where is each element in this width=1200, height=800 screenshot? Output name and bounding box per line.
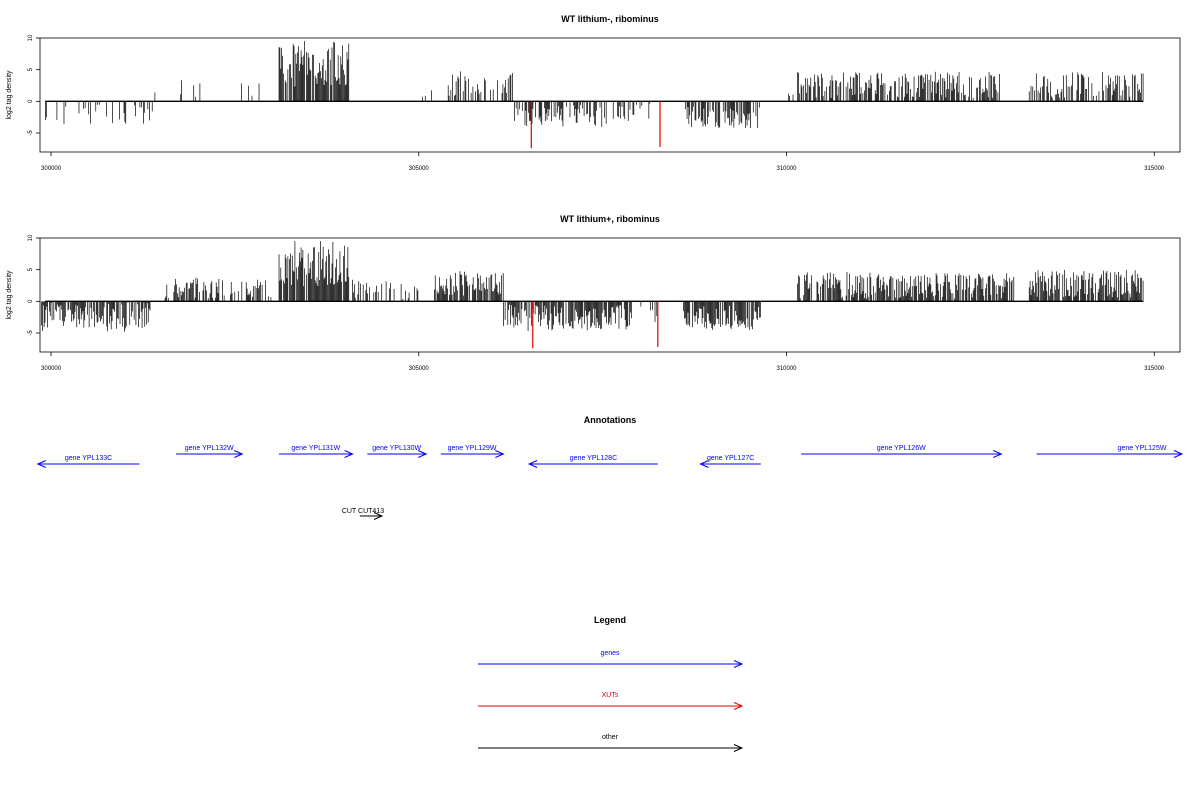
arrow-head — [36, 460, 46, 468]
annotation-arrow — [36, 460, 140, 468]
y-tick-label: 5 — [28, 267, 34, 271]
annotation-arrow — [1036, 450, 1184, 458]
y-tick-label: -5 — [28, 130, 34, 136]
signal-bars — [45, 41, 1144, 129]
annotation-label: gene YPL127C — [707, 455, 754, 462]
legend-entry-label: genes — [600, 650, 620, 657]
annotation-label: gene YPL125W — [1118, 445, 1167, 452]
y-axis-label: log2 tag density — [6, 270, 13, 320]
x-tick-label: 300000 — [41, 166, 62, 172]
arrow-head — [733, 660, 744, 668]
x-tick-label: 310000 — [777, 366, 798, 372]
legend-title: Legend — [594, 615, 626, 625]
x-tick-label: 315000 — [1144, 166, 1165, 172]
annotation-arrow — [279, 450, 354, 458]
arrow-head — [344, 450, 354, 458]
arrow-head — [373, 512, 384, 520]
y-axis-label: log2 tag density — [6, 70, 13, 120]
track-panel-lithium-plus: WT lithium+, ribominus log2 tag density -5… — [6, 214, 1181, 372]
x-tick-label: 315000 — [1144, 366, 1165, 372]
annotation-arrow — [699, 460, 761, 468]
arrow-head — [993, 450, 1003, 458]
y-tick-label: 10 — [28, 234, 34, 241]
arrow-head — [699, 460, 709, 468]
legend-entry-label: other — [602, 734, 619, 741]
legend-panel: Legend genes XUTs other — [478, 615, 744, 752]
legend-entry-label: XUTs — [602, 692, 619, 699]
arrow-head — [527, 460, 538, 468]
arrow-head — [733, 702, 744, 710]
arrow-head — [495, 450, 505, 458]
y-tick-label: 0 — [28, 299, 34, 303]
x-tick-label: 300000 — [41, 366, 62, 372]
y-tick-label: 5 — [28, 67, 34, 71]
annotation-arrow — [801, 450, 1003, 458]
chart-title: WT lithium-, ribominus — [561, 14, 659, 24]
annotation-label: gene YPL126W — [877, 445, 926, 452]
chart-title: WT lithium+, ribominus — [560, 214, 660, 224]
x-tick-label: 305000 — [409, 166, 430, 172]
x-tick-label: 310000 — [777, 166, 798, 172]
y-tick-label: 10 — [28, 34, 34, 41]
arrow-head — [234, 450, 244, 458]
annotations-title: Annotations — [584, 415, 637, 425]
annotation-label: gene YPL129W — [448, 445, 497, 452]
signal-bars — [41, 241, 1144, 332]
annotation-arrow — [440, 450, 505, 458]
annotation-arrow — [527, 460, 658, 468]
arrow-head — [417, 450, 428, 458]
legend-arrow — [478, 660, 744, 668]
x-tick-label: 305000 — [409, 366, 430, 372]
arrow-head — [733, 744, 744, 752]
annotation-arrow — [176, 450, 244, 458]
y-tick-label: -5 — [28, 330, 34, 336]
annotation-arrow — [367, 450, 428, 458]
annotation-label: gene YPL133C — [65, 455, 112, 462]
annotation-label: gene YPL131W — [291, 445, 340, 452]
annotation-label: CUT CUT413 — [342, 508, 384, 515]
plot-frame — [39, 37, 1181, 153]
annotation-arrow — [359, 512, 384, 520]
arrow-head — [1173, 450, 1184, 458]
annotation-label: gene YPL130W — [372, 445, 421, 452]
plot-frame — [39, 237, 1181, 353]
track-panel-lithium-minus: WT lithium-, ribominus log2 tag density -5… — [6, 14, 1181, 172]
y-tick-label: 0 — [28, 99, 34, 103]
legend-arrow — [478, 702, 744, 710]
legend-arrow — [478, 744, 744, 752]
annotation-label: gene YPL128C — [570, 455, 617, 462]
annotations-panel: Annotations gene YPL133C gene YPL132W gene … — [36, 415, 1184, 520]
annotation-label: gene YPL132W — [185, 445, 234, 452]
